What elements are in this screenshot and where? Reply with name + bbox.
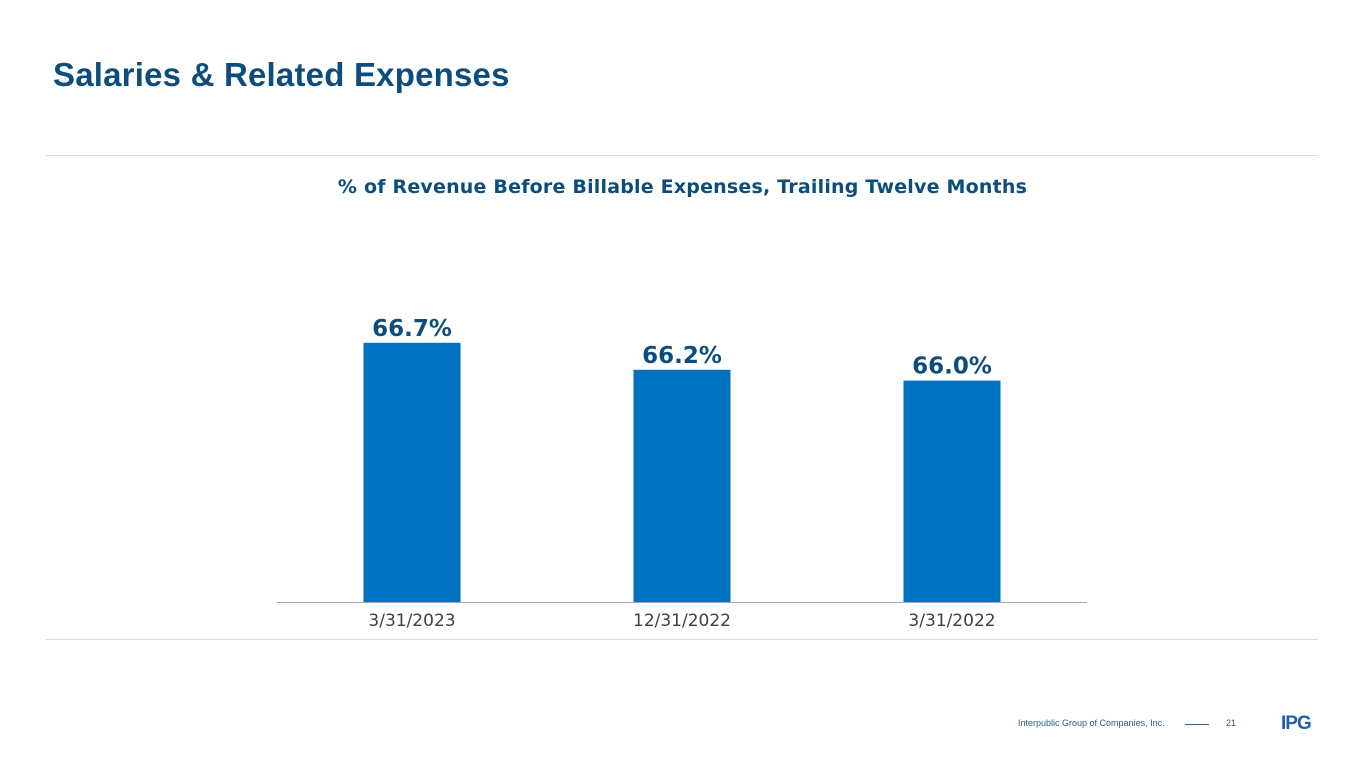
chart-title: % of Revenue Before Billable Expenses, T… <box>337 176 1028 198</box>
bar-3 <box>903 380 1001 602</box>
footer-separator <box>1185 724 1209 725</box>
data-label-2: 66.2% <box>642 343 722 369</box>
ipg-logo-text: IPG <box>1281 713 1311 732</box>
footer-company: Interpublic Group of Companies, Inc. <box>1018 718 1165 728</box>
slide-title: Salaries & Related Expenses <box>53 56 510 93</box>
x-tick-label-2: 12/31/2022 <box>633 611 731 631</box>
bottom-divider <box>46 639 1318 640</box>
data-label-3: 66.0% <box>912 354 992 380</box>
bar-2 <box>633 369 731 602</box>
x-tick-label-3: 3/31/2022 <box>908 611 995 631</box>
data-label-1: 66.7% <box>372 316 452 342</box>
ipg-logo: IPG <box>1281 713 1312 732</box>
bar-1 <box>363 342 461 602</box>
x-tick-label-1: 3/31/2023 <box>368 611 455 631</box>
top-divider <box>46 155 1318 156</box>
page-number: 21 <box>1226 718 1237 728</box>
